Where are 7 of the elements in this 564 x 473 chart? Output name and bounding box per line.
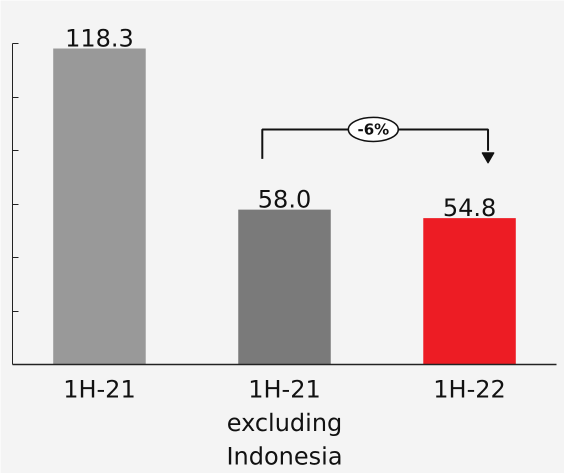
data-label: 118.3 xyxy=(65,24,134,53)
annotation: -6% xyxy=(357,120,390,138)
x-tick-label: 1H-22 xyxy=(433,376,506,404)
data-label: 58.0 xyxy=(258,186,312,214)
x-tick-label: 1H-21 xyxy=(63,376,136,404)
data-label: 54.8 xyxy=(442,194,496,222)
x-tick-label: 1H-21 excluding Indonesia xyxy=(226,376,343,471)
